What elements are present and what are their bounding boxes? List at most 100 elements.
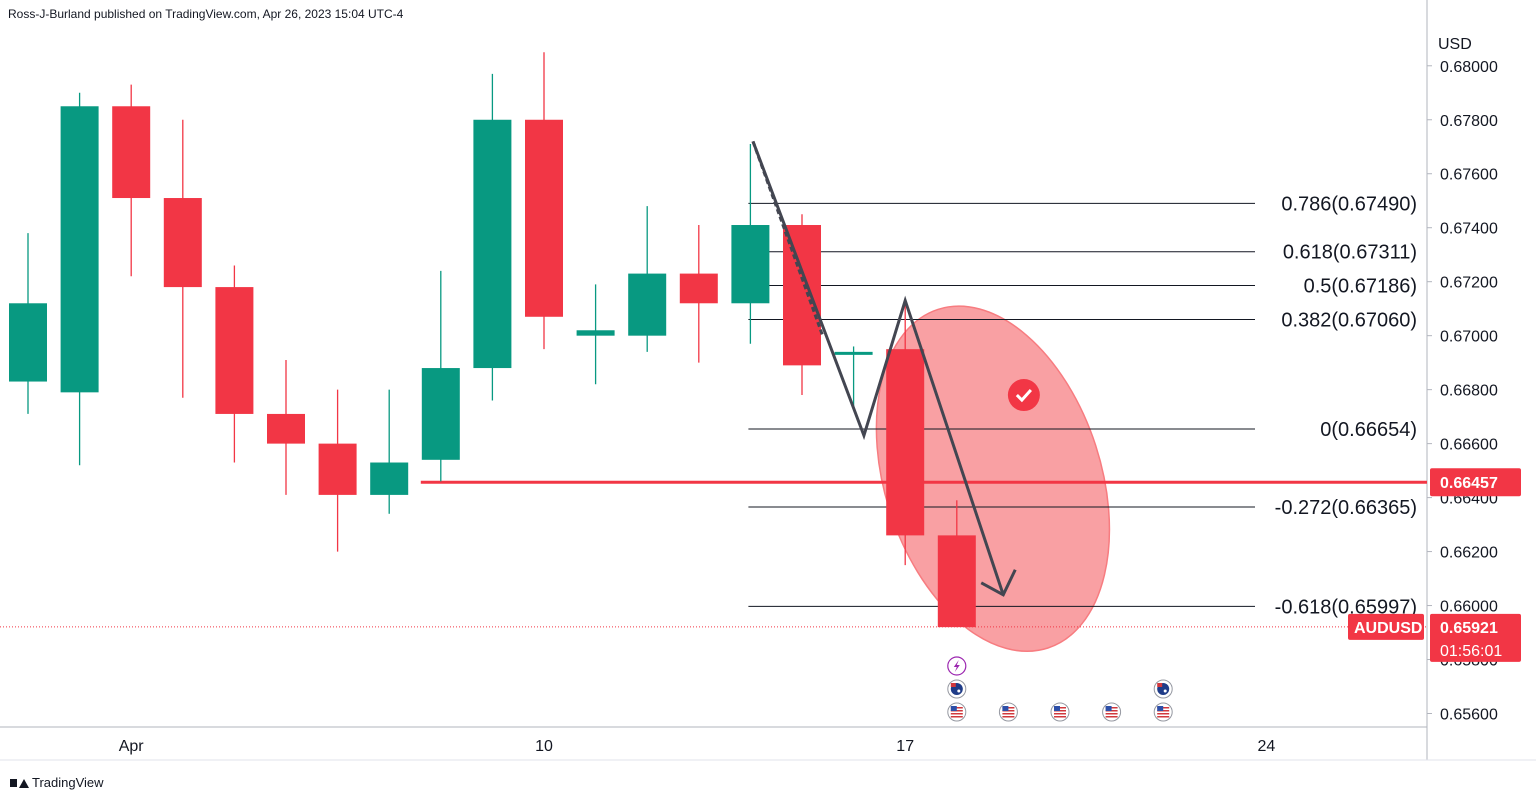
candle[interactable]: [163, 119, 202, 398]
fib-level-label: 0(0.66654): [1320, 419, 1417, 441]
fib-level-label: 0.382(0.67060): [1281, 309, 1417, 331]
level-price-badge[interactable]: 0.66457: [1430, 468, 1521, 497]
candle[interactable]: [628, 206, 667, 352]
price-tick-label: 0.67600: [1440, 167, 1498, 184]
lightning-event-icon[interactable]: [947, 656, 967, 676]
candle[interactable]: [731, 144, 770, 344]
time-tick-label: 24: [1258, 738, 1276, 755]
price-tick-label: 0.67800: [1440, 113, 1498, 130]
flag-ring: [1050, 702, 1070, 722]
current-price-badge-bg: [1430, 613, 1521, 662]
highlight-ellipse[interactable]: [835, 276, 1150, 681]
candle-body: [937, 535, 976, 628]
flag-union: [950, 683, 956, 687]
candle-body: [731, 225, 770, 304]
tradingview-brand: TradingView: [32, 775, 104, 790]
arrow-head: [980, 569, 1017, 597]
economic-events: [947, 656, 1173, 722]
fib-level-label: -0.272(0.66365): [1275, 497, 1417, 519]
flag-stripe: [1157, 716, 1170, 718]
tradingview-logo-icon: [10, 777, 29, 789]
candle-body: [318, 443, 357, 495]
flag-canton: [1157, 706, 1164, 711]
symbol-tag-text: AUDUSD: [1354, 620, 1422, 637]
us-flag-event-icon[interactable]: [998, 702, 1018, 722]
flag-ring: [1153, 702, 1173, 722]
candle[interactable]: [834, 346, 873, 409]
flag-ring: [1102, 702, 1122, 722]
flag-stripe: [950, 713, 963, 715]
projection-arrow[interactable]: [751, 140, 1017, 597]
us-flag-event-icon[interactable]: [1102, 702, 1122, 722]
price-axis-currency: USD: [1438, 36, 1472, 53]
flag-canton: [1105, 706, 1112, 711]
candle[interactable]: [937, 500, 976, 628]
flag-union: [1157, 683, 1163, 687]
price-tick-label: 0.65600: [1440, 707, 1498, 724]
candle-body: [163, 198, 202, 288]
price-tick-label: 0.66000: [1440, 599, 1498, 616]
flag-star: [957, 689, 961, 693]
zigzag-arrow-path: [751, 140, 1005, 596]
fibonacci-extension: 0.786(0.67490) 0.618(0.67311) 0.5(0.67186)…: [0, 193, 1427, 628]
fib-level-label: 0.786(0.67490): [1281, 193, 1417, 215]
symbol-tag-bg: [1348, 613, 1424, 640]
candle[interactable]: [60, 92, 99, 466]
symbol-tag[interactable]: AUDUSD: [1348, 613, 1424, 640]
candle-body: [60, 106, 99, 393]
candle-body: [267, 413, 305, 444]
flag-stripe: [1105, 716, 1118, 718]
candle[interactable]: [783, 214, 821, 396]
candle[interactable]: [525, 52, 563, 350]
candle[interactable]: [886, 300, 925, 566]
time-tick-label: Apr: [119, 738, 145, 755]
candle[interactable]: [9, 233, 47, 414]
axes: USD 0.68000 0.67800 0.67600 0.67400 0.67200 0.…: [119, 36, 1521, 755]
us-flag-event-icon[interactable]: [1153, 702, 1173, 722]
current-price-value: 0.65921: [1440, 620, 1498, 637]
lightning-bolt: [953, 660, 960, 672]
price-tick-label: 0.66200: [1440, 545, 1498, 562]
flag-stripe: [1002, 713, 1015, 715]
bar-countdown: 01:56:01: [1440, 643, 1502, 660]
price-tick-label: 0.67400: [1440, 221, 1498, 238]
candle[interactable]: [421, 270, 460, 482]
candle-body: [886, 349, 925, 536]
flag-stripe: [1054, 716, 1066, 718]
candle[interactable]: [215, 265, 254, 463]
flag-canton: [950, 706, 957, 711]
current-price-badge[interactable]: 0.65921 01:56:01: [1430, 613, 1521, 662]
price-tick-label: 0.66800: [1440, 383, 1498, 400]
candle[interactable]: [370, 389, 409, 514]
price-tick-label: 0.66600: [1440, 437, 1498, 454]
candle[interactable]: [576, 284, 615, 385]
flag-stripe: [1157, 713, 1170, 715]
candle[interactable]: [267, 359, 305, 495]
fib-level-label: 0.5(0.67186): [1304, 275, 1417, 297]
flag-stripe: [1105, 713, 1118, 715]
candle-body: [112, 106, 151, 199]
flag-star: [1163, 689, 1167, 693]
us-flag-event-icon[interactable]: [1050, 702, 1070, 722]
candle-body: [628, 273, 667, 336]
time-tick-label: 10: [535, 738, 553, 755]
candle-body: [679, 273, 718, 304]
candle-body: [421, 368, 460, 460]
candle[interactable]: [473, 73, 512, 401]
flag-canton: [1054, 706, 1060, 711]
us-flag-event-icon[interactable]: [947, 702, 967, 722]
candle-body: [576, 330, 615, 336]
flag-ring: [947, 702, 967, 722]
dashed-leg: [751, 140, 825, 337]
candle[interactable]: [318, 389, 357, 552]
au-flag-event-icon[interactable]: [1153, 679, 1173, 699]
tradingview-footer[interactable]: TradingView: [10, 775, 104, 790]
candle-body: [783, 225, 821, 366]
price-tick-label: 0.67200: [1440, 275, 1498, 292]
candle[interactable]: [112, 84, 151, 277]
au-flag-event-icon[interactable]: [947, 679, 967, 699]
candle-body: [525, 119, 563, 317]
candle[interactable]: [679, 225, 718, 363]
candle-body: [834, 351, 873, 355]
